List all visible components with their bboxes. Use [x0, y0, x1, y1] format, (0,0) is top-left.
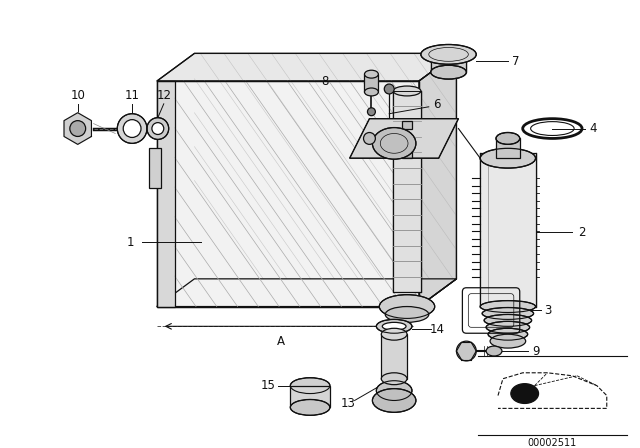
Ellipse shape: [372, 128, 416, 159]
Text: 9: 9: [532, 345, 540, 358]
Ellipse shape: [152, 123, 164, 134]
Ellipse shape: [70, 121, 86, 137]
Ellipse shape: [372, 388, 416, 412]
Text: 5: 5: [433, 141, 440, 154]
Ellipse shape: [291, 400, 330, 415]
Bar: [149, 148, 161, 188]
Text: 15: 15: [261, 379, 276, 392]
Bar: [431, 54, 467, 72]
Ellipse shape: [486, 321, 530, 333]
Ellipse shape: [124, 120, 141, 138]
Ellipse shape: [376, 319, 412, 333]
Ellipse shape: [291, 378, 330, 393]
Text: 8: 8: [321, 74, 328, 88]
Ellipse shape: [117, 114, 147, 143]
Polygon shape: [349, 119, 458, 158]
Text: 6: 6: [433, 98, 440, 111]
Bar: [480, 153, 536, 306]
Ellipse shape: [431, 65, 467, 79]
Bar: [496, 138, 520, 158]
Text: 10: 10: [70, 90, 85, 103]
Ellipse shape: [364, 133, 376, 144]
Bar: [381, 334, 407, 379]
Ellipse shape: [482, 307, 534, 319]
Ellipse shape: [488, 328, 527, 340]
Bar: [291, 386, 330, 407]
Text: 14: 14: [429, 323, 444, 336]
Text: 4: 4: [589, 122, 596, 135]
Ellipse shape: [511, 383, 538, 404]
Bar: [157, 81, 175, 306]
Text: 3: 3: [544, 304, 551, 317]
Ellipse shape: [385, 306, 429, 323]
Polygon shape: [419, 53, 456, 306]
Polygon shape: [64, 113, 92, 144]
Text: 7: 7: [512, 55, 520, 68]
Ellipse shape: [380, 295, 435, 319]
Ellipse shape: [393, 86, 421, 96]
Ellipse shape: [381, 328, 407, 340]
Ellipse shape: [484, 314, 532, 326]
Text: 1: 1: [126, 236, 134, 249]
Polygon shape: [157, 53, 456, 81]
Ellipse shape: [421, 44, 476, 64]
Ellipse shape: [382, 323, 406, 330]
Text: 11: 11: [125, 90, 140, 103]
Polygon shape: [157, 279, 456, 306]
Ellipse shape: [486, 346, 502, 356]
Bar: [402, 121, 412, 129]
Ellipse shape: [456, 341, 476, 361]
Text: 12: 12: [156, 90, 172, 103]
Ellipse shape: [365, 88, 378, 96]
Text: 2: 2: [579, 226, 586, 239]
Ellipse shape: [365, 70, 378, 78]
Ellipse shape: [381, 373, 407, 385]
Ellipse shape: [367, 108, 376, 116]
Text: 13: 13: [340, 397, 355, 410]
Bar: [157, 81, 419, 306]
Text: 00002511: 00002511: [528, 438, 577, 448]
Ellipse shape: [384, 84, 394, 94]
Ellipse shape: [480, 148, 536, 168]
Ellipse shape: [490, 334, 525, 348]
Text: A: A: [276, 335, 284, 348]
Bar: [402, 150, 412, 158]
Ellipse shape: [480, 301, 536, 312]
Bar: [157, 81, 419, 306]
Bar: [393, 91, 421, 292]
Bar: [157, 81, 175, 306]
Bar: [365, 74, 378, 92]
Ellipse shape: [147, 118, 169, 139]
Ellipse shape: [496, 133, 520, 144]
Bar: [393, 91, 421, 292]
Ellipse shape: [376, 381, 412, 401]
